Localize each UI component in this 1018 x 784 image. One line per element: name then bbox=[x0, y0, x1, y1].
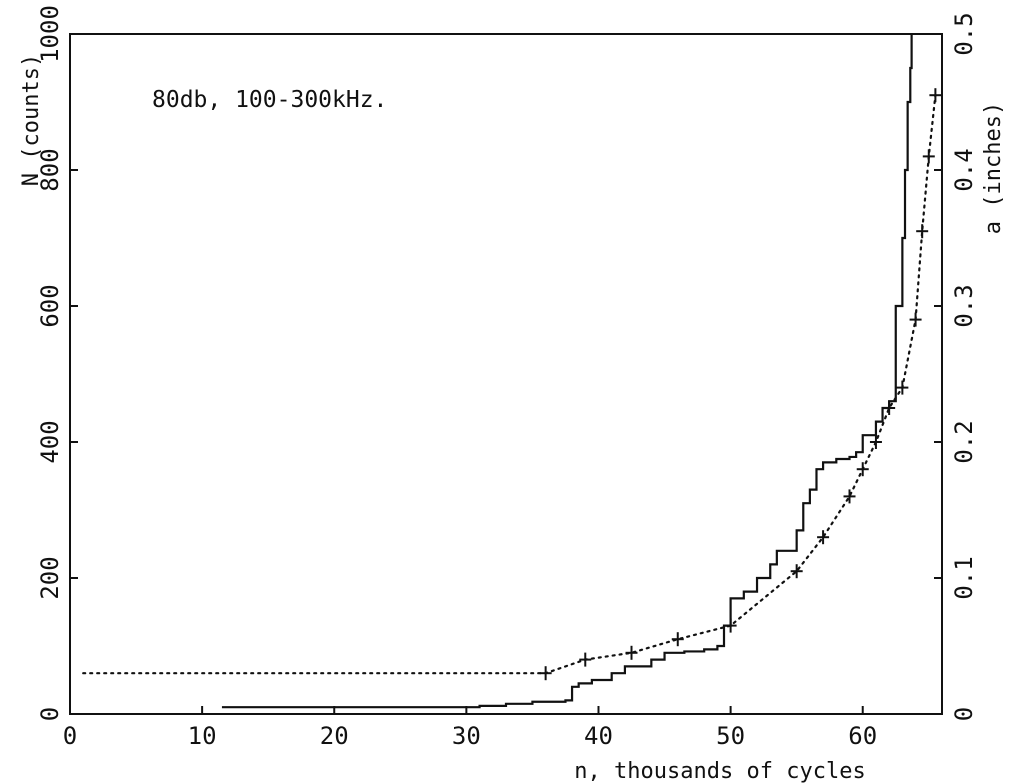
x-tick-label: 0 bbox=[63, 722, 77, 750]
x-tick-label: 10 bbox=[188, 722, 217, 750]
y2-tick-label: 0 bbox=[950, 707, 978, 721]
series-point-1 bbox=[896, 380, 909, 395]
series-point-1 bbox=[724, 618, 737, 633]
series-point-1 bbox=[883, 401, 896, 415]
series-point-1 bbox=[539, 666, 552, 681]
x-tick-label: 60 bbox=[848, 722, 877, 750]
x-tick-label: 20 bbox=[320, 722, 349, 750]
y-tick-label: 400 bbox=[36, 420, 64, 463]
series-line-1 bbox=[82, 94, 937, 675]
x-axis-ticks: 0 10 20 30 40 50 60 bbox=[63, 706, 877, 750]
series-point-1 bbox=[869, 435, 882, 449]
y2-tick-label: 0.4 bbox=[950, 148, 978, 191]
y2-axis-ticks: 0 0.1 0.2 0.3 0.4 0.5 bbox=[934, 12, 978, 721]
y-tick-label: 1000 bbox=[36, 5, 64, 63]
y2-axis-title: a (inches) bbox=[981, 102, 1006, 234]
series-point-1 bbox=[625, 645, 638, 660]
y2-tick-label: 0.5 bbox=[950, 12, 978, 55]
y-tick-label: 0 bbox=[36, 707, 64, 721]
x-tick-label: 30 bbox=[452, 722, 481, 750]
series-point-1 bbox=[579, 652, 592, 667]
y2-tick-label: 0.1 bbox=[950, 556, 978, 599]
series-point-1 bbox=[922, 149, 935, 164]
x-tick-label: 50 bbox=[716, 722, 745, 750]
y2-tick-label: 0.3 bbox=[950, 284, 978, 327]
y-tick-label: 800 bbox=[36, 148, 64, 191]
y-axis-title: N (counts) bbox=[19, 54, 44, 186]
y-tick-label: 600 bbox=[36, 284, 64, 327]
series-layer bbox=[82, 34, 942, 709]
x-axis-title: n, thousands of cycles bbox=[574, 759, 865, 784]
series-point-1 bbox=[916, 224, 929, 239]
chart-annotation: 80db, 100-300kHz. bbox=[152, 87, 387, 113]
series-point-1 bbox=[671, 632, 684, 647]
series-point-1 bbox=[817, 530, 830, 545]
series-point-1 bbox=[909, 312, 922, 327]
series-line-0 bbox=[221, 34, 913, 709]
y-tick-label: 200 bbox=[36, 556, 64, 599]
series-point-1 bbox=[856, 462, 869, 477]
series-point-1 bbox=[843, 489, 856, 504]
y2-tick-label: 0.2 bbox=[950, 420, 978, 463]
x-tick-label: 40 bbox=[584, 722, 613, 750]
y-axis-ticks: 0 200 400 600 800 1000 bbox=[36, 5, 78, 721]
series-point-1 bbox=[929, 88, 942, 103]
series-point-1 bbox=[790, 564, 803, 579]
plot-frame bbox=[69, 33, 943, 715]
